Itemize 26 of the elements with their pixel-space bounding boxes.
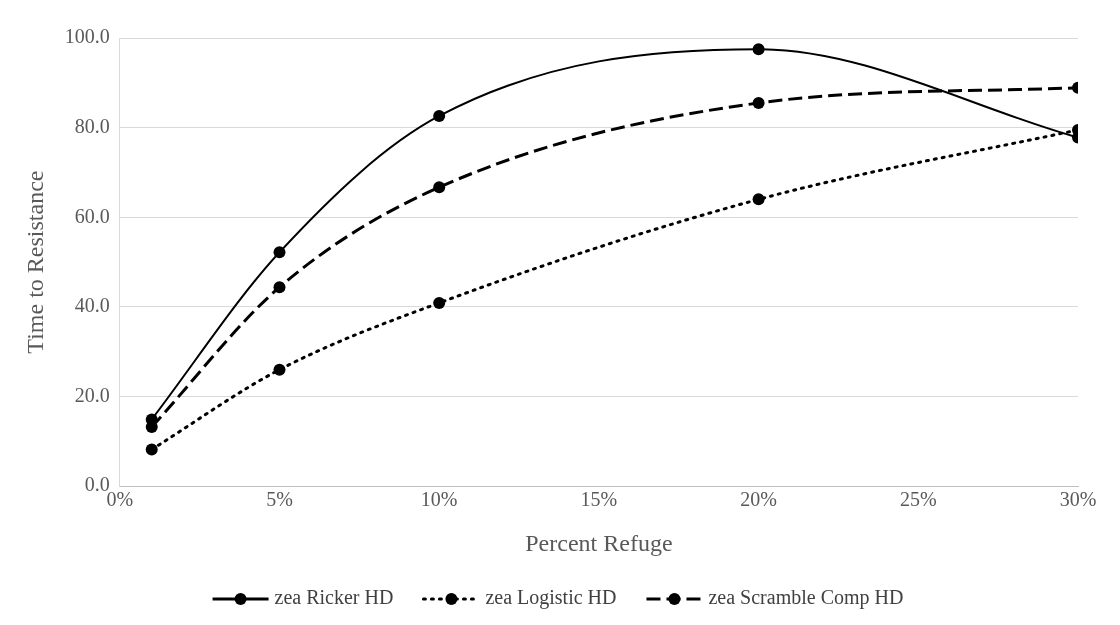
y-tick-label: 100.0	[64, 25, 110, 48]
x-tick-label: 10%	[420, 488, 458, 511]
legend-label: zea Ricker HD	[274, 586, 394, 609]
x-tick-label: 20%	[740, 488, 777, 511]
point	[752, 96, 765, 109]
point	[433, 181, 446, 194]
point	[433, 296, 446, 309]
point	[145, 443, 158, 456]
point	[273, 246, 286, 259]
x-axis-title: Percent Refuge	[525, 529, 673, 556]
y-tick-label: 20.0	[74, 383, 110, 406]
y-axis-title: Time to Resistance	[21, 170, 48, 354]
x-tick-label: 15%	[580, 488, 618, 511]
legend-label: zea Logistic HD	[485, 586, 617, 610]
legend-label: zea Scramble Comp HD	[708, 586, 904, 610]
point	[273, 281, 286, 294]
x-tick-label: 30%	[1059, 488, 1097, 511]
point	[752, 43, 765, 56]
x-tick-label: 5%	[266, 488, 293, 511]
point	[752, 193, 765, 206]
y-tick-label: 80.0	[74, 114, 110, 137]
y-tick-label: 60.0	[74, 204, 110, 227]
point	[273, 363, 286, 376]
y-tick-label: 40.0	[74, 294, 110, 317]
x-tick-label: 25%	[899, 488, 937, 511]
point	[433, 109, 446, 122]
